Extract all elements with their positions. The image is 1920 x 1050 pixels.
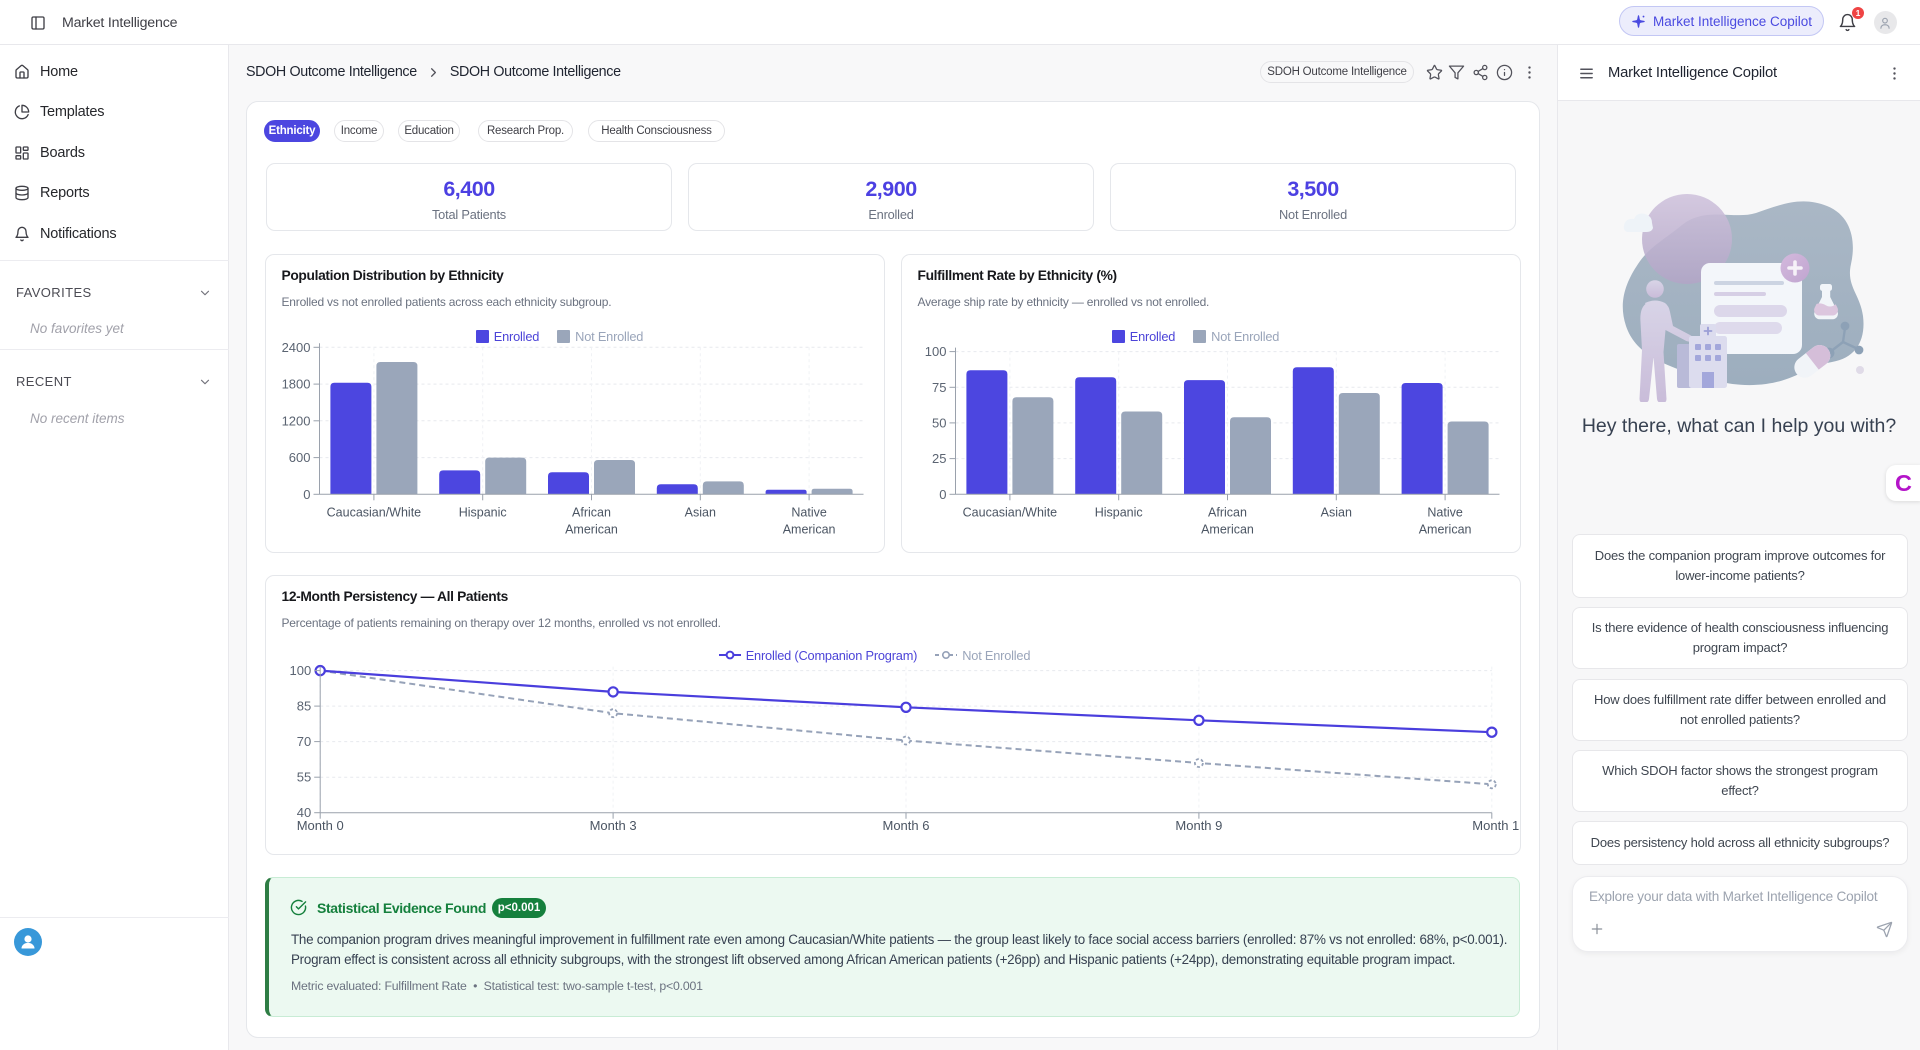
svg-text:Hispanic: Hispanic xyxy=(458,505,506,519)
svg-text:Month 9: Month 9 xyxy=(1175,818,1222,833)
svg-text:2400: 2400 xyxy=(281,340,310,355)
svg-text:American: American xyxy=(565,522,618,536)
svg-text:1800: 1800 xyxy=(281,377,310,392)
svg-text:100: 100 xyxy=(924,344,946,359)
svg-text:100: 100 xyxy=(289,663,311,678)
svg-text:Hispanic: Hispanic xyxy=(1094,505,1142,519)
svg-text:Caucasian/White: Caucasian/White xyxy=(326,505,421,519)
svg-text:600: 600 xyxy=(288,450,310,465)
svg-text:85: 85 xyxy=(296,698,310,713)
svg-text:55: 55 xyxy=(296,769,310,784)
svg-text:Native: Native xyxy=(791,505,826,519)
svg-text:Month 1: Month 1 xyxy=(1472,818,1519,833)
svg-text:Asian: Asian xyxy=(684,505,715,519)
svg-text:75: 75 xyxy=(932,380,946,395)
svg-text:40: 40 xyxy=(296,805,310,820)
svg-text:0: 0 xyxy=(303,487,310,502)
svg-text:70: 70 xyxy=(296,734,310,749)
svg-text:25: 25 xyxy=(932,451,946,466)
svg-text:50: 50 xyxy=(932,415,946,430)
svg-text:0: 0 xyxy=(939,487,946,502)
svg-text:1200: 1200 xyxy=(281,413,310,428)
svg-text:Month 0: Month 0 xyxy=(296,818,343,833)
svg-text:Asian: Asian xyxy=(1320,505,1351,519)
svg-text:African: African xyxy=(1208,505,1247,519)
svg-text:Month 6: Month 6 xyxy=(882,818,929,833)
svg-text:African: African xyxy=(572,505,611,519)
svg-text:Caucasian/White: Caucasian/White xyxy=(962,505,1057,519)
svg-text:American: American xyxy=(1201,522,1254,536)
svg-text:Month 3: Month 3 xyxy=(589,818,636,833)
svg-text:American: American xyxy=(1418,522,1471,536)
svg-text:Native: Native xyxy=(1427,505,1462,519)
svg-text:American: American xyxy=(782,522,835,536)
